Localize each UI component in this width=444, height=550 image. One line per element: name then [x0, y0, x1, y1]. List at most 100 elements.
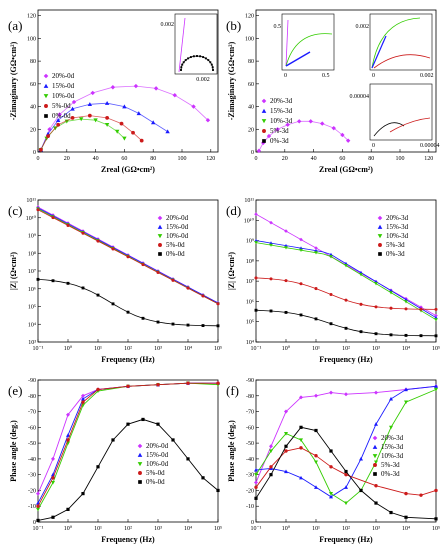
data-point — [378, 243, 382, 247]
inset-line — [178, 17, 186, 73]
data-point — [36, 208, 40, 212]
data-point — [329, 492, 333, 496]
y-tick-label: 20 — [30, 127, 36, 133]
data-point — [434, 307, 438, 311]
plot-frame — [255, 199, 437, 343]
x-tick-label: 10⁰ — [282, 345, 291, 352]
x-tick-label: 100 — [178, 156, 187, 162]
data-point — [374, 460, 378, 465]
x-tick-label: 10³ — [372, 346, 380, 352]
x-axis-label: Frequency (Hz) — [319, 355, 373, 364]
data-point — [96, 293, 100, 297]
x-tick-label: 120 — [206, 156, 215, 162]
data-point — [136, 111, 141, 116]
inset-x-tick: 0 — [372, 73, 375, 79]
data-point — [314, 454, 318, 458]
y-tick-label: 10⁶ — [28, 287, 36, 293]
data-point — [261, 108, 267, 113]
x-tick-label: 80 — [150, 156, 156, 162]
series-line — [255, 385, 437, 483]
data-point — [81, 492, 85, 496]
inset-y-tick: 0.00004 — [350, 94, 370, 100]
data-point — [254, 467, 258, 472]
x-tick-label: 10⁵ — [432, 346, 440, 352]
data-point — [79, 117, 84, 122]
data-point — [404, 307, 408, 311]
data-point — [404, 333, 408, 337]
x-tick-label: 10¹ — [312, 346, 320, 352]
data-point — [254, 473, 258, 477]
legend-label: 20%-0d — [146, 442, 169, 450]
x-axis-label: Zreal (GΩ•cm²) — [101, 165, 155, 174]
data-point — [71, 99, 77, 105]
y-tick-label: 0 — [33, 150, 36, 156]
data-point — [126, 310, 130, 314]
data-point — [70, 106, 75, 111]
inset-x-tick: 0.002 — [420, 73, 434, 79]
inset-y-tick: 0.5 — [274, 24, 282, 30]
data-point — [44, 114, 48, 118]
data-point — [158, 243, 162, 247]
x-tick-label: 10⁵ — [432, 526, 440, 532]
y-tick-label: 10⁷ — [28, 269, 36, 275]
data-point — [153, 86, 159, 91]
data-point — [46, 134, 50, 138]
data-point — [157, 215, 163, 221]
data-point — [209, 61, 212, 64]
data-point — [51, 476, 55, 480]
inset-curve — [389, 117, 431, 133]
data-point — [389, 510, 393, 515]
data-point — [180, 69, 182, 71]
data-point — [359, 330, 363, 334]
data-point — [284, 409, 288, 414]
plot-frame — [37, 9, 219, 153]
data-point — [156, 383, 160, 387]
data-point — [55, 117, 61, 122]
data-point — [262, 129, 266, 133]
y-tick-label: -80 — [28, 394, 36, 400]
legend-label: 0%-3d — [386, 250, 405, 258]
data-point — [262, 139, 266, 143]
y-tick-label: 60 — [30, 82, 36, 88]
data-point — [51, 279, 55, 283]
inset-line — [371, 17, 421, 69]
data-point — [329, 390, 333, 395]
data-point — [44, 104, 48, 108]
x-tick-label: 20 — [282, 156, 288, 162]
data-point — [344, 392, 348, 397]
legend-label: 5%-3d — [386, 241, 405, 249]
y-tick-label: 10⁹ — [246, 239, 254, 245]
data-point — [192, 55, 195, 58]
legend-label: 10%-3d — [270, 117, 293, 125]
data-point — [96, 387, 100, 392]
y-tick-label: 20 — [248, 127, 254, 133]
x-tick-label: 10¹ — [94, 526, 102, 532]
data-point — [269, 465, 273, 469]
data-point — [299, 313, 303, 317]
series-line — [37, 418, 219, 521]
data-point — [90, 90, 95, 96]
data-point — [186, 286, 190, 290]
y-tick-label: 10⁹ — [28, 234, 36, 240]
data-point — [372, 435, 378, 441]
y-tick-label: -50 — [246, 441, 254, 447]
y-tick-label: 120 — [27, 14, 36, 20]
legend-label: 15%-0d — [166, 223, 189, 231]
data-point — [297, 119, 302, 124]
data-point — [158, 252, 162, 256]
x-tick-label: 10⁴ — [184, 346, 192, 352]
series-line — [37, 382, 218, 504]
data-point — [374, 501, 378, 505]
y-tick-label: -70 — [246, 410, 254, 416]
data-point — [131, 130, 135, 135]
data-point — [51, 515, 55, 519]
data-point — [216, 381, 220, 385]
panel-letter: (a) — [8, 18, 22, 33]
legend-label: 15%-3d — [386, 223, 409, 231]
data-point — [110, 85, 116, 90]
data-point — [81, 286, 85, 290]
inset-x-tick: 0.00004 — [420, 143, 440, 149]
data-point — [269, 449, 273, 453]
data-point — [187, 57, 190, 60]
data-point — [329, 322, 333, 326]
